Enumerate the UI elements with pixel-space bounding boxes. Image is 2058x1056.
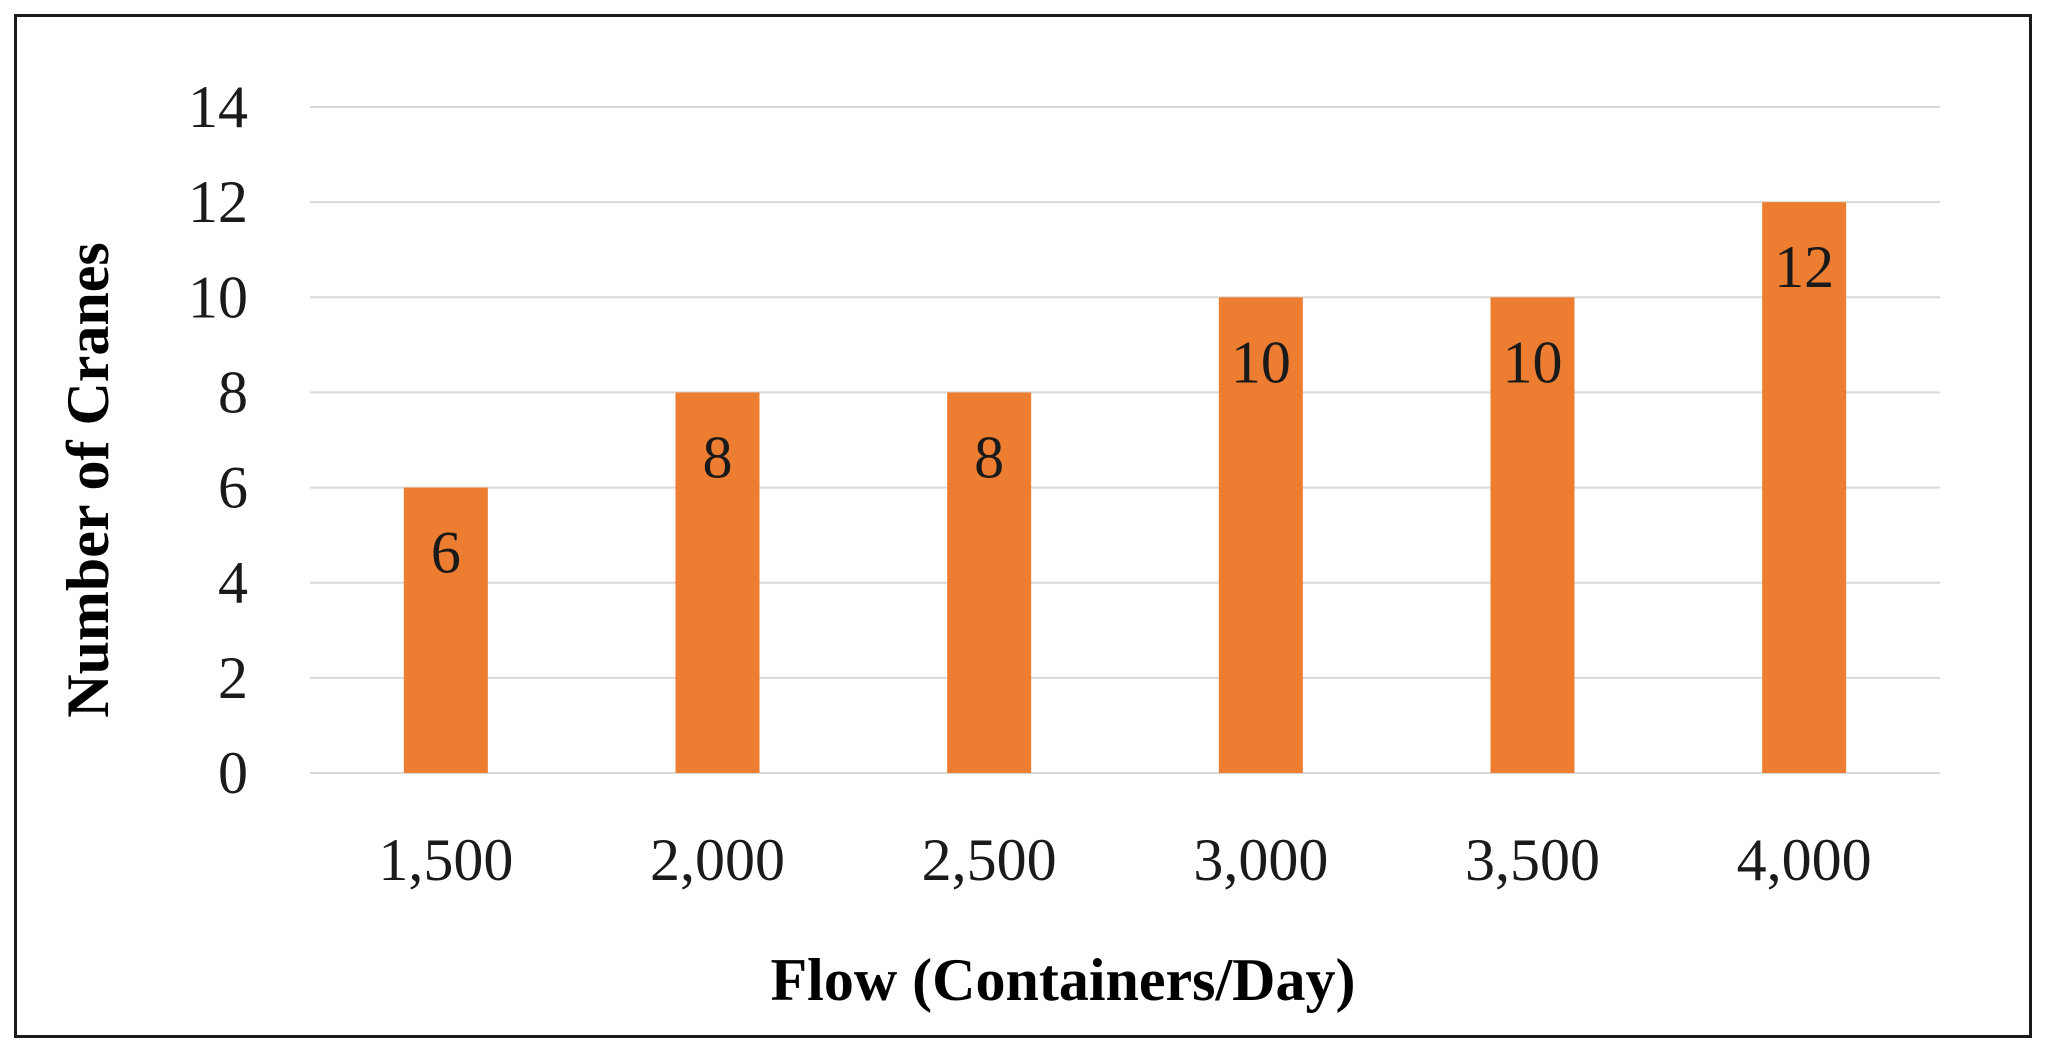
data-label: 8 bbox=[974, 424, 1004, 490]
y-tick-label: 6 bbox=[218, 455, 248, 521]
y-tick-label: 0 bbox=[218, 740, 248, 806]
bar-3 bbox=[947, 392, 1032, 773]
data-label: 10 bbox=[1503, 329, 1563, 395]
bar-4 bbox=[1218, 297, 1303, 773]
y-tick-label: 12 bbox=[188, 169, 248, 235]
data-labels: 6 8 8 10 10 12 bbox=[431, 234, 1834, 585]
data-label: 6 bbox=[431, 520, 461, 586]
bar-1 bbox=[403, 487, 488, 773]
y-tick-label: 10 bbox=[188, 264, 248, 330]
y-tick-label: 4 bbox=[218, 550, 248, 616]
y-tick-label: 8 bbox=[218, 359, 248, 425]
y-axis-title: Number of Cranes bbox=[55, 242, 121, 718]
bar-6 bbox=[1762, 202, 1847, 774]
x-tick-label: 1,500 bbox=[378, 827, 513, 893]
data-label: 10 bbox=[1231, 329, 1291, 395]
bar-2 bbox=[675, 392, 760, 773]
x-tick-label: 3,500 bbox=[1465, 827, 1600, 893]
x-tick-label: 4,000 bbox=[1737, 827, 1872, 893]
x-axis-title: Flow (Containers/Day) bbox=[771, 947, 1356, 1013]
bar-5 bbox=[1490, 297, 1575, 773]
gridlines bbox=[310, 106, 1940, 774]
x-tick-label: 2,500 bbox=[922, 827, 1057, 893]
data-label: 12 bbox=[1774, 234, 1834, 300]
x-tick-label: 3,000 bbox=[1193, 827, 1328, 893]
y-tick-labels: 0 2 4 6 8 10 12 14 bbox=[188, 74, 248, 806]
x-tick-labels: 1,500 2,000 2,500 3,000 3,500 4,000 bbox=[378, 827, 1871, 893]
x-tick-label: 2,000 bbox=[650, 827, 785, 893]
y-tick-label: 14 bbox=[188, 74, 248, 140]
data-label: 8 bbox=[703, 424, 733, 490]
bars bbox=[403, 202, 1847, 774]
y-tick-label: 2 bbox=[218, 645, 248, 711]
